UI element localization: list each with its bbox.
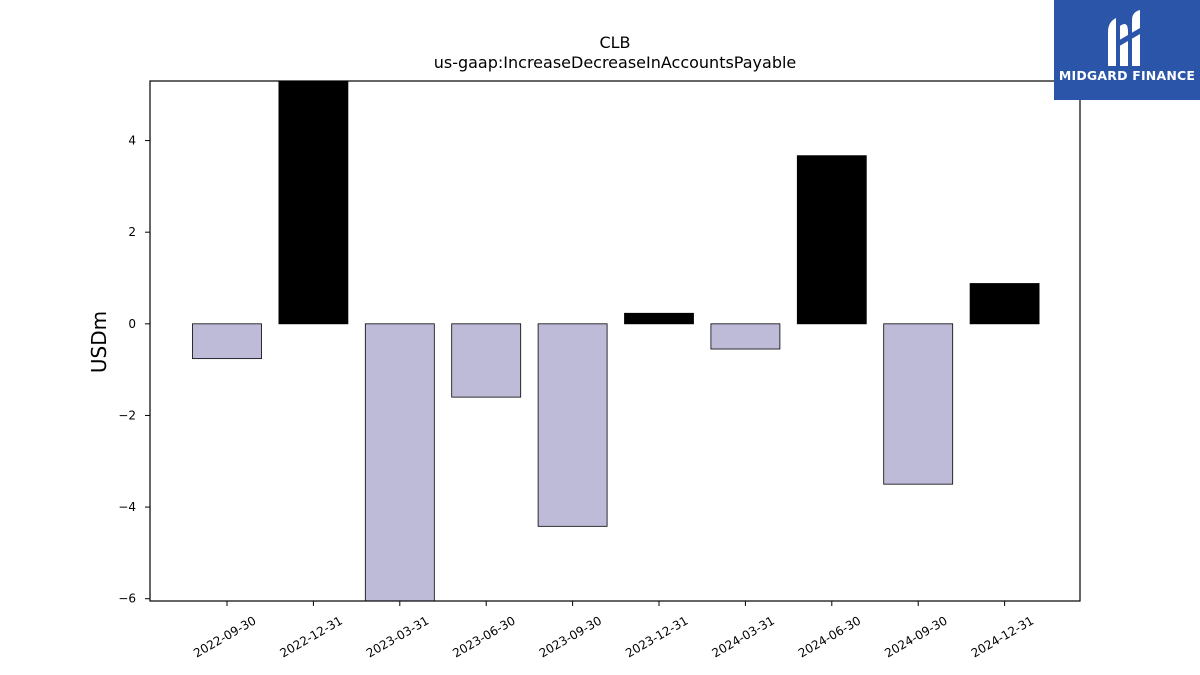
x-tick-label: 2024-06-30	[796, 613, 863, 660]
x-tick-label: 2023-12-31	[623, 613, 690, 660]
y-axis-ticks: −6 −4 −2 0 2 4	[118, 134, 150, 606]
y-tick-label: 4	[128, 134, 136, 148]
x-tick-label: 2023-06-30	[450, 613, 517, 660]
x-tick-label: 2023-03-31	[364, 613, 431, 660]
chart-title: CLB	[599, 33, 630, 52]
bar-2024-12-31	[969, 283, 1040, 325]
y-tick-label: −6	[118, 592, 136, 606]
x-tick-label: 2024-12-31	[969, 613, 1036, 660]
bar-2022-12-31	[278, 81, 349, 325]
bar-2024-06-30	[796, 155, 867, 325]
bar-2024-09-30	[883, 323, 954, 485]
brand-name: MIDGARD FINANCE	[1058, 68, 1196, 83]
x-tick-label: 2022-09-30	[191, 613, 258, 660]
x-tick-label: 2022-12-31	[277, 613, 344, 660]
brand-logo: MIDGARD FINANCE	[1054, 0, 1200, 100]
logo-mark-icon	[1108, 10, 1140, 66]
x-axis-ticks: 2022-09-30 2022-12-31 2023-03-31 2023-06-30…	[191, 601, 1036, 660]
bars-group	[192, 81, 1040, 601]
y-tick-label: 0	[128, 317, 136, 331]
chart-subtitle: us-gaap:IncreaseDecreaseInAccountsPayabl…	[434, 53, 797, 72]
x-tick-label: 2023-09-30	[537, 613, 604, 660]
bar-2024-03-31	[710, 323, 781, 350]
bar-2023-12-31	[624, 312, 694, 325]
bar-2023-09-30	[537, 323, 608, 527]
plot-frame	[149, 80, 1081, 602]
x-tick-label: 2024-03-31	[709, 613, 776, 660]
bar-2023-03-31	[364, 323, 435, 601]
y-axis-label: USDm	[87, 311, 111, 373]
y-tick-label: −2	[118, 408, 136, 422]
x-tick-label: 2024-09-30	[882, 613, 949, 660]
bar-2023-06-30	[451, 323, 522, 398]
y-tick-label: −4	[118, 500, 136, 514]
y-tick-label: 2	[128, 225, 136, 239]
bar-2022-09-30	[192, 323, 262, 360]
